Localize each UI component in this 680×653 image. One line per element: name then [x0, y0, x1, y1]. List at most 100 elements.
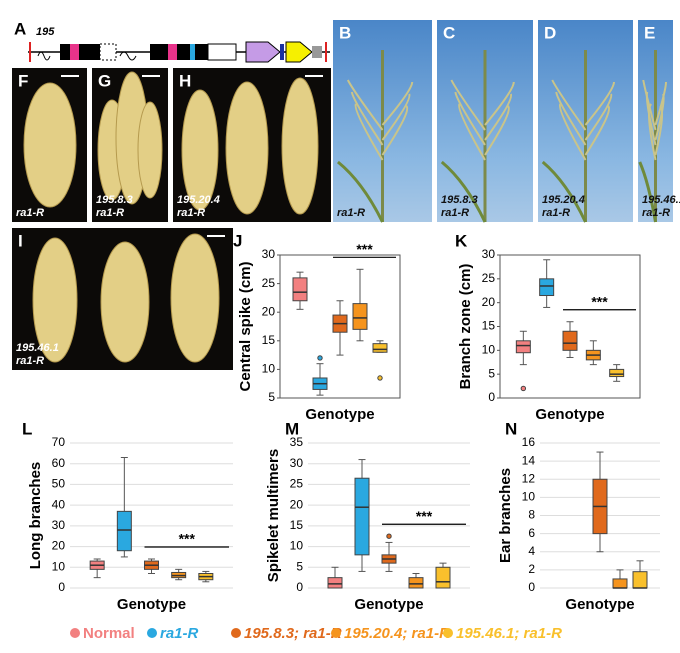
tassel — [555, 91, 613, 146]
y-tick-label: 20 — [52, 539, 66, 553]
tassel — [346, 79, 414, 131]
ear — [281, 77, 319, 215]
panel-label: B — [339, 23, 351, 42]
photo-caption: ra1-R — [337, 207, 365, 219]
legend-swatch — [443, 628, 453, 638]
y-tick-label: 5 — [296, 559, 303, 573]
significance-label: *** — [179, 531, 196, 547]
panel-label: K — [455, 231, 468, 250]
leaf — [440, 160, 487, 223]
y-tick-label: 10 — [482, 343, 496, 357]
y-tick-label: 14 — [522, 453, 536, 467]
legend-swatch — [147, 628, 157, 638]
photo-caption: 195.8.3 — [96, 194, 133, 206]
x-axis-label: Genotype — [117, 596, 186, 613]
tassel — [558, 103, 610, 161]
box — [435, 566, 451, 589]
box — [515, 340, 531, 354]
box — [327, 577, 343, 589]
panel-label: I — [18, 231, 23, 250]
y-tick-label: 10 — [522, 490, 536, 504]
y-tick-label: 4 — [528, 544, 535, 558]
x-axis-label: Genotype — [354, 596, 423, 613]
outlier — [386, 533, 392, 539]
significance-label: *** — [416, 508, 433, 524]
y-tick-label: 50 — [52, 477, 66, 491]
legend-label: 195.46.1; ra1-R — [456, 625, 562, 642]
tassel — [350, 91, 411, 146]
legend-swatch — [331, 628, 341, 638]
panel-label: L — [22, 419, 32, 438]
y-tick-label: 15 — [290, 518, 304, 532]
y-tick-label: 40 — [52, 497, 66, 511]
y-axis-label: Central spike (cm) — [237, 261, 254, 391]
y-tick-label: 20 — [262, 304, 276, 318]
y-tick-label: 30 — [52, 518, 66, 532]
y-tick-label: 2 — [528, 562, 535, 576]
y-tick-label: 0 — [58, 580, 65, 594]
x-axis-label: Genotype — [535, 406, 604, 423]
y-tick-label: 30 — [262, 247, 276, 261]
box — [292, 277, 308, 302]
ear — [225, 81, 269, 215]
photo-caption: ra1-R — [441, 207, 469, 219]
ear — [137, 101, 163, 199]
gene-diagram — [28, 41, 330, 63]
panel-label: E — [644, 23, 655, 42]
photo-caption: 195.20.4 — [542, 194, 585, 206]
legend-label: ra1-R — [160, 625, 199, 642]
plot-frame — [279, 254, 401, 399]
ear — [32, 237, 78, 363]
box — [562, 330, 578, 351]
y-tick-label: 25 — [290, 477, 304, 491]
y-tick-label: 35 — [290, 435, 304, 449]
panel-label: J — [233, 231, 242, 250]
y-tick-label: 25 — [262, 276, 276, 290]
y-axis-label: Ear branches — [497, 468, 514, 563]
y-axis-label: Spikelet multimers — [265, 449, 282, 582]
photo-caption: ra1-R — [177, 207, 205, 219]
panel-label: F — [18, 71, 28, 90]
y-tick-label: 5 — [488, 366, 495, 380]
tassel — [458, 103, 510, 161]
y-tick-label: 10 — [290, 539, 304, 553]
y-tick-label: 30 — [290, 456, 304, 470]
y-axis-label: Branch zone (cm) — [457, 264, 474, 390]
y-tick-label: 10 — [262, 362, 276, 376]
y-tick-label: 5 — [268, 390, 275, 404]
y-tick-label: 15 — [482, 319, 496, 333]
y-tick-label: 20 — [290, 497, 304, 511]
tassel — [450, 79, 515, 131]
ear — [170, 233, 220, 363]
legend-label: Normal — [83, 625, 135, 642]
box — [354, 477, 370, 556]
box — [352, 303, 368, 330]
panel-label: H — [179, 71, 191, 90]
photo-caption: 195.46.1 — [642, 194, 680, 206]
photo-caption: ra1-R — [542, 207, 570, 219]
box — [116, 510, 132, 552]
leaf — [541, 160, 587, 223]
x-axis-label: Genotype — [305, 406, 374, 423]
y-tick-label: 12 — [522, 471, 536, 485]
outlier — [377, 375, 383, 381]
legend-label: 195.8.3; ra1-R — [244, 625, 342, 642]
ear — [23, 82, 77, 208]
photo-caption: 195.8.3 — [441, 194, 478, 206]
photo-caption: ra1-R — [96, 207, 124, 219]
box — [539, 278, 555, 297]
legend-label: 195.20.4; ra1-R — [344, 625, 450, 642]
ear — [100, 241, 150, 363]
box — [408, 577, 424, 589]
photos: Fra1-RG195.8.3ra1-RH195.20.4ra1-RBra1-RC… — [12, 20, 680, 370]
outlier — [317, 355, 323, 361]
panel-label: C — [443, 23, 455, 42]
significance-label: *** — [591, 293, 608, 309]
ear — [181, 89, 219, 211]
y-tick-label: 0 — [296, 580, 303, 594]
box — [372, 343, 388, 353]
photo-caption: ra1-R — [642, 207, 670, 219]
leaf — [337, 160, 384, 223]
